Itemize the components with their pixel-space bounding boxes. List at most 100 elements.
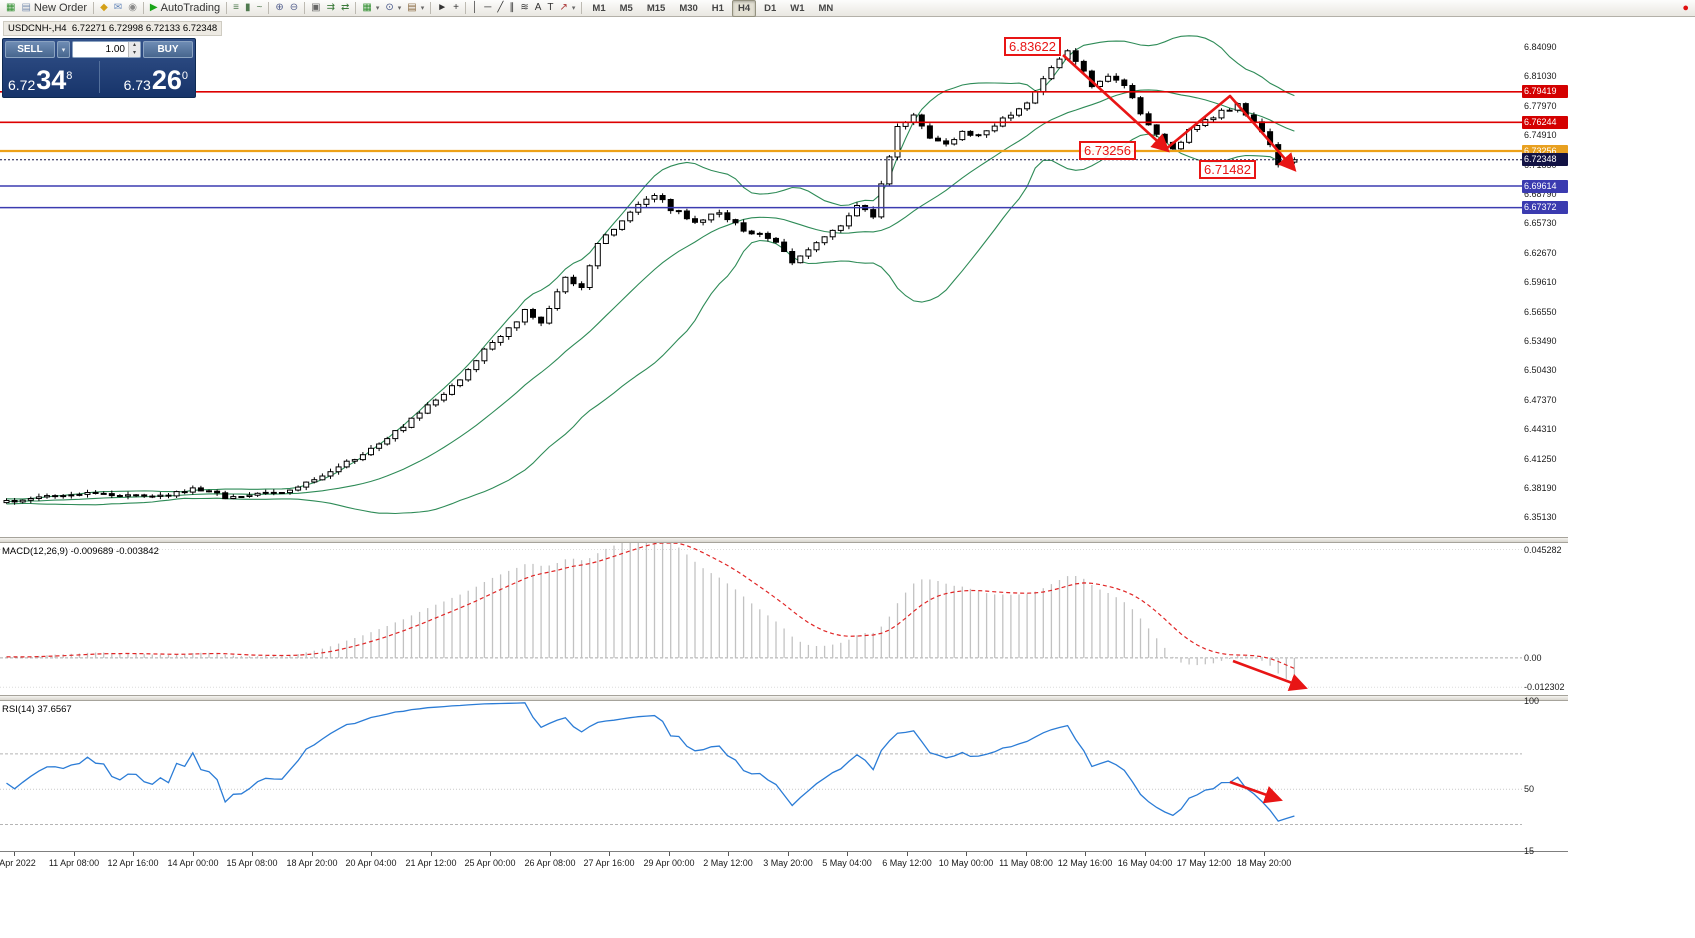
time-axis-label: 25 Apr 00:00: [464, 858, 516, 868]
timeframe-d1-button[interactable]: D1: [764, 2, 777, 14]
volume-stepper: ▴ ▾: [128, 42, 140, 57]
chevron-down-icon: ▾: [375, 5, 380, 12]
periods-button[interactable]: ⊙ ▾: [382, 1, 404, 16]
trend-annotation-arrows[interactable]: [1062, 54, 1308, 804]
volume-up-button[interactable]: ▴: [132, 42, 136, 48]
toolbar-separator: [142, 2, 144, 14]
new-order-button[interactable]: ▤ New Order: [18, 1, 90, 16]
timeframe-m30-button[interactable]: M30: [679, 2, 698, 14]
buy-price-point: 0: [181, 70, 188, 83]
time-axis-label: 14 Apr 00:00: [167, 858, 219, 868]
fibonacci-icon: ≋: [520, 2, 529, 13]
mailbox-icon: ✉: [113, 2, 123, 13]
time-axis-tick: [371, 852, 372, 856]
sell-price-point: 8: [66, 70, 73, 83]
cursor-button[interactable]: ►: [434, 1, 450, 16]
buy-button[interactable]: BUY: [143, 41, 193, 58]
time-axis-label: 20 Apr 04:00: [345, 858, 397, 868]
equidistant-channel-button[interactable]: ∥: [506, 1, 517, 16]
zoom-out-button[interactable]: ⊖: [287, 1, 301, 16]
alert-icon[interactable]: ●: [1682, 2, 1689, 14]
zoom-in-icon: ⊕: [275, 2, 284, 13]
chevron-down-icon: ▾: [397, 5, 402, 12]
mailbox-button[interactable]: ✉: [111, 1, 125, 16]
templates-icon: ▤: [407, 2, 417, 13]
timeframe-m15-button[interactable]: M15: [646, 2, 666, 14]
time-axis-tick: [669, 852, 670, 856]
zoom-out-icon: ⊖: [289, 2, 299, 13]
chart-shift-button[interactable]: ⇄: [338, 1, 352, 16]
time-axis-tick: [193, 852, 194, 856]
chart-shift-icon: ⇄: [340, 2, 350, 13]
news-icon: ◉: [128, 2, 137, 13]
timeframe-w1-button[interactable]: W1: [790, 2, 805, 14]
crosshair-button[interactable]: +: [450, 1, 462, 16]
time-axis-label: 5 May 04:00: [822, 858, 872, 868]
ohlc-values: 6.72271 6.72998 6.72133 6.72348: [71, 23, 218, 34]
crosshair-icon: +: [453, 2, 459, 13]
arrows-button[interactable]: ↗ ▾: [557, 1, 579, 16]
autotrading-label: AutoTrading: [160, 2, 221, 14]
auto-scroll-button[interactable]: ⇉: [324, 1, 338, 16]
metaquotes-button[interactable]: ◆: [97, 1, 111, 16]
timeframe-m1-button[interactable]: M1: [592, 2, 606, 14]
zoom-in-button[interactable]: ⊕: [272, 1, 286, 16]
time-axis-tick: [431, 852, 432, 856]
chart-title: USDCNH-,H4 6.72271 6.72998 6.72133 6.723…: [3, 21, 223, 36]
time-axis-tick: [609, 852, 610, 856]
timeframe-h1-button[interactable]: H1: [711, 2, 724, 14]
time-axis-label: 6 May 12:00: [882, 858, 932, 868]
time-axis-label: 18 May 20:00: [1236, 858, 1292, 868]
new-chart-menu-button[interactable]: ▦ ▾: [359, 1, 382, 16]
time-axis-label: 17 May 12:00: [1176, 858, 1232, 868]
line-chart-button[interactable]: ~: [254, 1, 266, 16]
order-type-dropdown[interactable]: ▾: [57, 41, 70, 58]
text-label-button[interactable]: T: [544, 1, 556, 16]
vertical-line-button[interactable]: │: [469, 1, 481, 16]
tile-windows-button[interactable]: ▣: [308, 1, 323, 16]
vertical-line-icon: │: [471, 2, 479, 13]
time-axis-tick: [907, 852, 908, 856]
volume-field: ▴ ▾: [72, 41, 141, 58]
text-button[interactable]: A: [532, 1, 545, 16]
macd-label: MACD(12,26,9) -0.009689 -0.003842: [2, 546, 159, 557]
horizontal-line-icon: ─: [484, 2, 492, 13]
time-axis-tick: [550, 852, 551, 856]
horizontal-line-button[interactable]: ─: [481, 1, 494, 16]
time-axis[interactable]: 8 Apr 2022 11 Apr 08:00 12 Apr 16:00 14 Apr…: [0, 851, 1568, 872]
new-order-label: New Order: [33, 2, 88, 14]
toolbar-separator: [93, 2, 95, 14]
templates-button[interactable]: ▤ ▾: [404, 1, 427, 16]
volume-input[interactable]: [73, 42, 128, 57]
text-label-icon: T: [547, 2, 554, 13]
time-axis-tick: [252, 852, 253, 856]
news-button[interactable]: ◉: [125, 1, 140, 16]
time-axis-label: 29 Apr 00:00: [643, 858, 695, 868]
timeframe-h4-button[interactable]: H4: [731, 0, 757, 17]
time-axis-tick: [1026, 852, 1027, 856]
trendline-button[interactable]: ╱: [494, 1, 506, 16]
panel-splitter[interactable]: [0, 695, 1568, 701]
fibonacci-button[interactable]: ≋: [517, 1, 531, 16]
autotrading-button[interactable]: ▶ AutoTrading: [147, 1, 223, 16]
timeframe-mn-button[interactable]: MN: [818, 2, 834, 14]
panel-splitter[interactable]: [0, 537, 1568, 543]
time-axis-label: 3 May 20:00: [763, 858, 813, 868]
equidistant-channel-icon: ∥: [509, 2, 515, 13]
time-axis-tick: [490, 852, 491, 856]
new-chart-button[interactable]: ▦: [3, 1, 18, 16]
bar-chart-button[interactable]: ≡: [230, 1, 242, 16]
time-axis-tick: [1085, 852, 1086, 856]
toolbar-separator: [430, 2, 432, 14]
volume-down-button[interactable]: ▾: [132, 49, 136, 56]
candlestick-chart-button[interactable]: ▮: [242, 1, 254, 16]
sell-button[interactable]: SELL: [5, 41, 55, 58]
time-axis-tick: [788, 852, 789, 856]
new-chart-icon: ▦: [6, 2, 16, 13]
timeframe-m5-button[interactable]: M5: [619, 2, 633, 14]
price-level-lines[interactable]: [0, 90, 1522, 209]
toolbar-separator: [464, 2, 466, 14]
sell-price[interactable]: 6.72 34 8: [5, 67, 98, 95]
buy-price[interactable]: 6.73 26 0: [98, 67, 194, 95]
